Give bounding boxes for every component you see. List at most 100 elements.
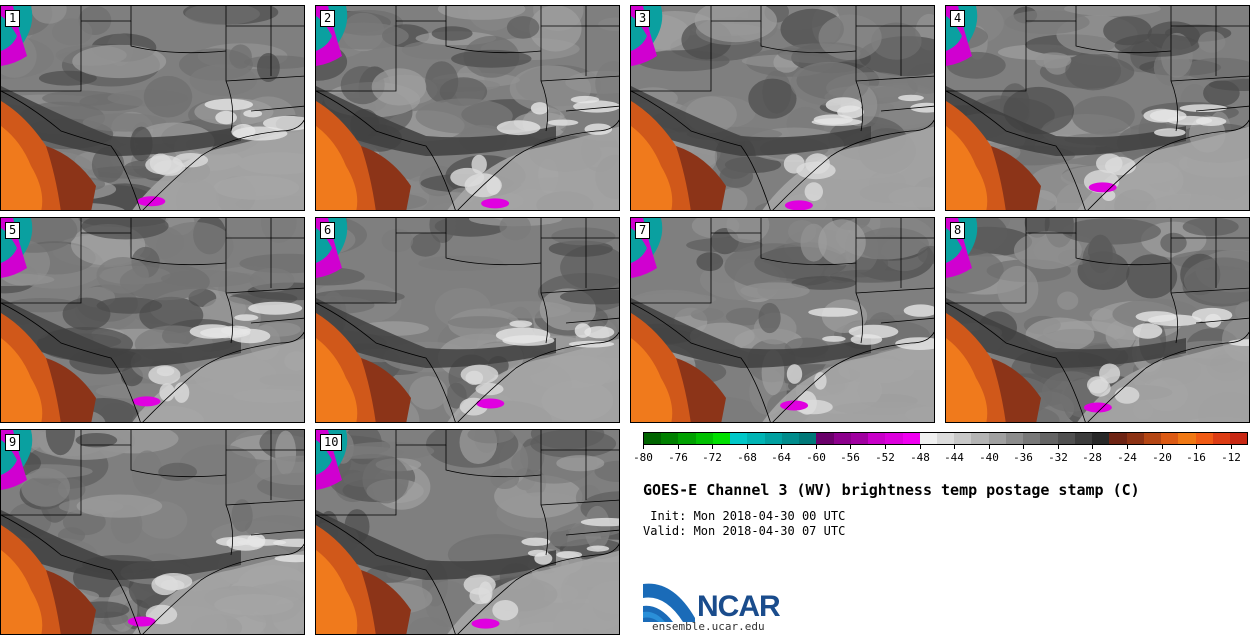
colorbar-segment [833,433,851,444]
colorbar-segment [712,433,731,444]
colorbar-segment [902,433,920,444]
colorbar-tick [1127,445,1128,449]
figure-title: GOES-E Channel 3 (WV) brightness temp po… [643,481,1140,499]
colorbar-tick-label: -28 [1082,451,1102,464]
water-vapor-map [946,6,1249,210]
colorbar-tick-label: -16 [1186,451,1206,464]
colorbar-tick [1023,445,1024,449]
colorbar-tick [1092,445,1093,449]
colorbar-tick-label: -52 [875,451,895,464]
colorbar-segment [1126,433,1144,444]
colorbar-segment [764,433,782,444]
water-vapor-map [316,6,619,210]
colorbar-tick [643,445,644,449]
ncar-logo-text: NCAR [697,590,781,623]
colorbar-segment [1195,433,1213,444]
colorbar-segment [850,433,869,444]
colorbar-tick [954,445,955,449]
colorbar-segment [695,433,713,444]
colorbar-segment [644,433,662,444]
colorbar-tick [920,445,921,449]
colorbar-segment [1005,433,1024,444]
colorbar-segment [1178,433,1196,444]
colorbar-tick-label: -60 [806,451,826,464]
colorbar-segment [971,433,989,444]
colorbar-tick-label: -24 [1117,451,1137,464]
ensemble-member-panel: 9 [0,429,305,635]
water-vapor-map [1,218,304,422]
ensemble-member-panel: 7 [630,217,935,423]
member-number-label: 5 [5,222,21,239]
water-vapor-map [316,430,619,634]
colorbar-segment [988,433,1006,444]
ensemble-member-panel: 5 [0,217,305,423]
colorbar-tick [1196,445,1197,449]
ensemble-member-panel: 2 [315,5,620,211]
colorbar-tick-label: -68 [737,451,757,464]
colorbar-segment [1161,433,1179,444]
water-vapor-map [946,218,1249,422]
member-number-label: 10 [320,434,343,451]
ensemble-member-panel: 4 [945,5,1250,211]
member-number-label: 9 [5,434,21,451]
colorbar-tick-label: -36 [1013,451,1033,464]
colorbar-segment [661,433,679,444]
water-vapor-map [631,218,934,422]
colorbar-tick-label: -40 [979,451,999,464]
colorbar-tick-label: -56 [840,451,860,464]
ensemble-member-panel: 10 [315,429,620,635]
init-time: Init: Mon 2018-04-30 00 UTC [643,509,846,523]
member-number-label: 8 [950,222,966,239]
colorbar-segment [868,433,886,444]
valid-time: Valid: Mon 2018-04-30 07 UTC [643,524,846,538]
colorbar [643,432,1248,445]
colorbar-tick [989,445,990,449]
colorbar-tick [678,445,679,449]
colorbar-segment [816,433,834,444]
colorbar-segment [1092,433,1110,444]
ncar-logo-icon [643,583,695,622]
colorbar-segment [919,433,937,444]
colorbar-segment [1040,433,1058,444]
colorbar-tick-label: -12 [1221,451,1241,464]
colorbar-tick [781,445,782,449]
colorbar-tick-label: -20 [1152,451,1172,464]
colorbar-segment [799,433,817,444]
colorbar-segment [1143,433,1162,444]
ensemble-member-panel: 3 [630,5,935,211]
colorbar-tick-label: -80 [633,451,653,464]
member-number-label: 3 [635,10,651,27]
water-vapor-map [316,218,619,422]
water-vapor-map [631,6,934,210]
water-vapor-map [1,6,304,210]
ensemble-member-panel: 1 [0,5,305,211]
colorbar-tick-label: -32 [1048,451,1068,464]
colorbar-tick [1058,445,1059,449]
site-url: ensemble.ucar.edu [652,620,765,633]
colorbar-segment [1229,433,1248,444]
colorbar-tick-label: -76 [668,451,688,464]
ensemble-member-panel: 8 [945,217,1250,423]
colorbar-segment [936,433,955,444]
colorbar-tick-label: -64 [771,451,791,464]
colorbar-segment [730,433,748,444]
colorbar-tick [816,445,817,449]
colorbar-segment [1212,433,1230,444]
colorbar-segment [1057,433,1075,444]
member-number-label: 2 [320,10,336,27]
member-number-label: 6 [320,222,336,239]
colorbar-tick [747,445,748,449]
colorbar-tick-label: -72 [702,451,722,464]
member-number-label: 4 [950,10,966,27]
colorbar-segment [747,433,765,444]
colorbar-segment [885,433,903,444]
member-number-label: 7 [635,222,651,239]
colorbar-segment [1023,433,1041,444]
colorbar-segment [954,433,972,444]
colorbar-tick [885,445,886,449]
ensemble-member-panel: 6 [315,217,620,423]
member-number-label: 1 [5,10,21,27]
colorbar-tick [1162,445,1163,449]
colorbar-segment [1109,433,1127,444]
colorbar-segment [678,433,696,444]
